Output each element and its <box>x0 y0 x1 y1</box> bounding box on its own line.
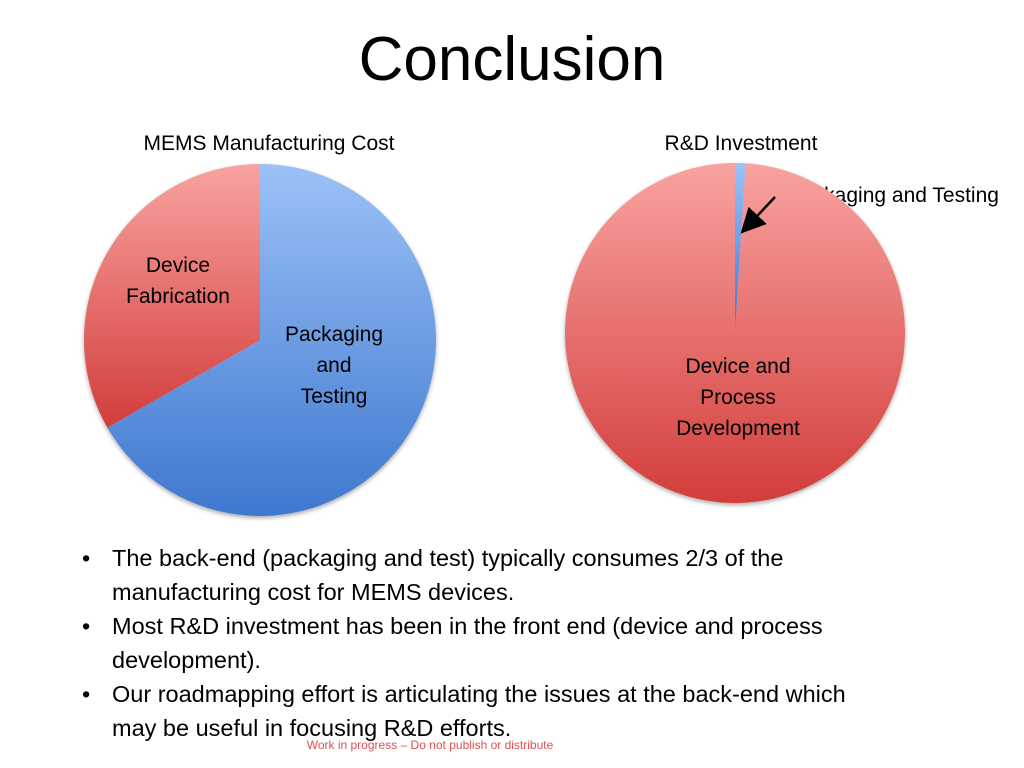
bullet-text-line: The back-end (packaging and test) typica… <box>112 545 784 571</box>
pie-slice <box>565 163 906 503</box>
pie-slice <box>83 164 260 428</box>
bullet-list: The back-end (packaging and test) typica… <box>80 541 960 745</box>
pie-slice <box>107 164 437 516</box>
pie-slice-label: Packaging and Testing <box>285 323 383 408</box>
pie-chart-2-title: R&D Investment <box>664 132 818 155</box>
bullet-item: Our roadmapping effort is articulating t… <box>80 677 960 745</box>
pie-slice <box>735 163 746 333</box>
bullet-text-line: development). <box>112 647 261 673</box>
bullet-item: The back-end (packaging and test) typica… <box>80 541 960 609</box>
footer-note: Work in progress – Do not publish or dis… <box>306 738 554 752</box>
pie-chart-1: Packaging and Testing Device Fabrication <box>83 164 437 516</box>
callout-arrow <box>740 196 776 234</box>
pie-slice-label: Device and Process Development <box>676 355 800 440</box>
bullet-text-line: manufacturing cost for MEMS devices. <box>112 579 515 605</box>
bullet-text-line: Most R&D investment has been in the fron… <box>112 613 823 639</box>
bullet-text-line: Our roadmapping effort is articulating t… <box>112 681 846 707</box>
bullet-item: Most R&D investment has been in the fron… <box>80 609 960 677</box>
pie-slice-label: Device Fabrication <box>126 254 230 308</box>
pie-chart-1-title: MEMS Manufacturing Cost <box>143 132 395 155</box>
pie-charts: Packaging and Testing Device Fabrication Pac… <box>83 163 999 516</box>
bullet-text-line: may be useful in focusing R&D efforts. <box>112 715 512 741</box>
slide-title: Conclusion <box>358 25 666 94</box>
